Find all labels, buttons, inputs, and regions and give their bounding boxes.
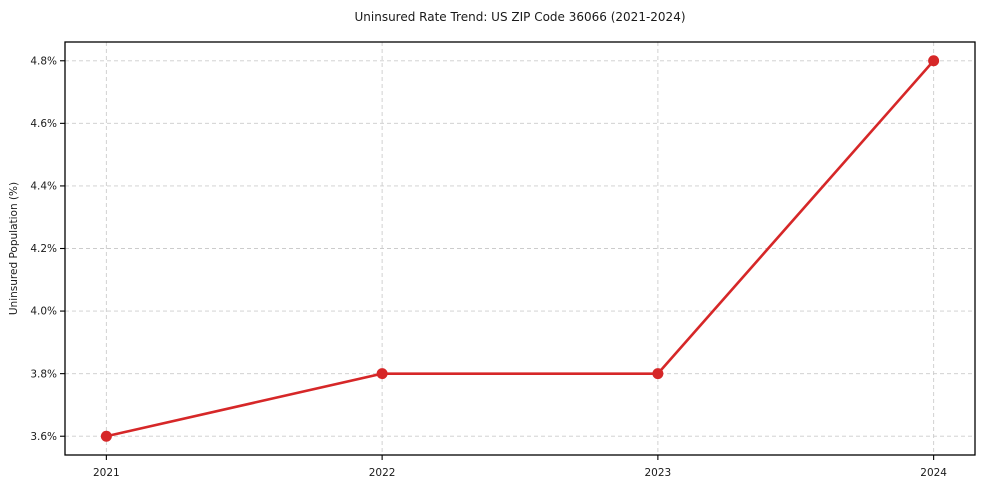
trend-line <box>105 59 935 438</box>
gridlines <box>65 42 975 455</box>
x-tick-label: 2022 <box>369 467 396 479</box>
x-tick-label: 2024 <box>920 467 947 479</box>
data-point-marker <box>652 368 664 380</box>
y-tick-label: 4.6% <box>30 118 57 130</box>
data-series <box>100 55 940 442</box>
axis-tick-labels: 3.6% 3.8% 4.0% 4.2% 4.4% 4.6% 4.8% 2021 2022 2023… <box>30 55 947 479</box>
y-tick-label: 4.4% <box>30 181 57 193</box>
y-tick-label: 4.0% <box>30 306 57 318</box>
plot-border <box>64 41 976 456</box>
y-tick-label: 3.8% <box>30 368 57 380</box>
data-point-marker <box>376 368 388 380</box>
chart-title: Uninsured Rate Trend: US ZIP Code 36066 … <box>354 10 685 24</box>
axis-tick-marks <box>60 60 935 460</box>
data-point-marker <box>100 430 112 442</box>
x-tick-label: 2023 <box>645 467 672 479</box>
y-tick-label: 3.6% <box>30 431 57 443</box>
data-point-marker <box>928 55 940 67</box>
y-tick-label: 4.8% <box>30 55 57 67</box>
y-axis-label: Uninsured Population (%) <box>8 182 20 315</box>
y-tick-label: 4.2% <box>30 243 57 255</box>
x-tick-label: 2021 <box>93 467 120 479</box>
